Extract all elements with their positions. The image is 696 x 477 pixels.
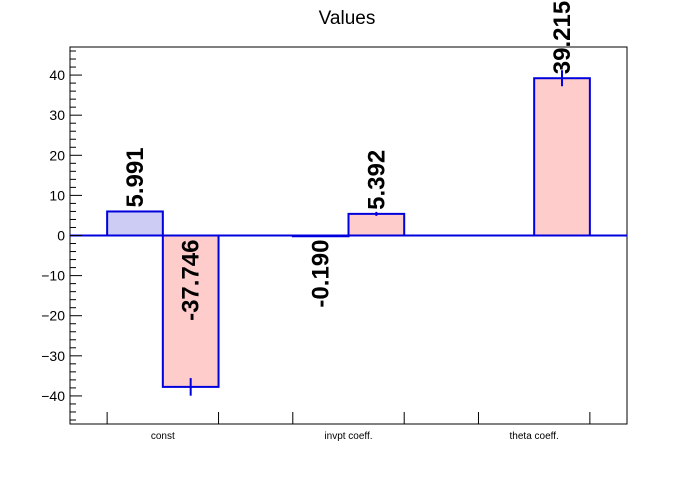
data-label-0-1: -37.746 [178,240,205,321]
bar-0-0 [106,210,164,237]
y-tick-label: 10 [49,187,65,203]
x-category-label: const [151,431,175,442]
y-tick-label: −40 [41,388,65,404]
x-category-label: theta coeff. [510,431,559,442]
bar-0-1 [161,234,220,388]
axes-layer: −40 −30 −20 −10 0 10 20 30 40 [41,46,628,425]
bar-2-1 [533,77,591,237]
y-tick-label: 30 [49,107,65,123]
y-tick-label: −30 [41,348,65,364]
y-tick-label: 0 [57,228,65,244]
chart-title: Values [319,8,376,29]
data-label-1-0: -0.190 [308,240,335,308]
y-tick-label: 20 [49,147,65,163]
y-tick-label: −20 [41,308,65,324]
data-label-0-0: 5.991 [122,147,149,207]
bars-layer [106,70,591,396]
bar-1-1 [347,212,406,237]
y-tick-label: −10 [41,268,65,284]
data-label-2-1: 39.215 [549,1,576,74]
y-tick-label: 40 [49,67,65,83]
labels-layer: 5.991 -37.746 -0.190 5.392 39.215 const invpt … [122,1,576,442]
x-category-label: invpt coeff. [324,431,372,442]
data-label-1-1: 5.392 [363,150,390,210]
